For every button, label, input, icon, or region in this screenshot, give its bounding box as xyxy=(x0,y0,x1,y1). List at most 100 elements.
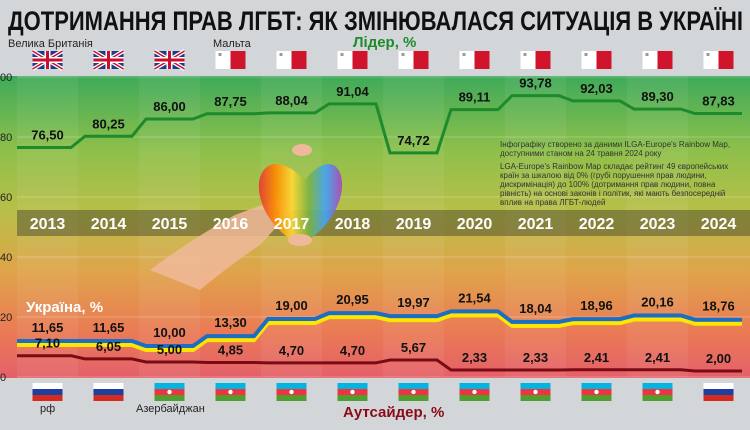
outsider-flag-azerbaijan-icon xyxy=(459,383,490,401)
outsider-data-label: 2,41 xyxy=(645,350,670,365)
flag-stripe xyxy=(398,383,429,389)
outsider-data-label: 2,41 xyxy=(584,350,609,365)
flag-stripe xyxy=(337,395,368,401)
flag-stripe xyxy=(642,383,673,389)
outsider-data-label: 2,00 xyxy=(706,351,731,366)
column-stripe xyxy=(383,76,444,377)
leader-legend: Лідер, % xyxy=(353,34,417,51)
flag-crescent xyxy=(594,389,599,395)
ukraine-data-label: 20,16 xyxy=(641,295,674,310)
leader-data-label: 87,75 xyxy=(214,94,247,109)
column-stripe xyxy=(17,76,78,377)
outsider-data-label: 4,70 xyxy=(340,343,365,358)
flag-cross-emblem xyxy=(706,53,710,56)
flag-stripe xyxy=(154,395,185,401)
y-tick-label: 80 xyxy=(0,132,12,144)
leader-data-label: 89,30 xyxy=(641,89,674,104)
flag-red xyxy=(535,51,551,69)
outsider-data-label: 6,05 xyxy=(96,339,121,354)
outsider-flag-azerbaijan-icon xyxy=(642,383,673,401)
flag-red xyxy=(352,51,368,69)
country-label-azerbaijan: Азербайджан xyxy=(136,403,205,415)
x-tick-label: 2017 xyxy=(274,216,310,233)
outsider-data-label: 7,10 xyxy=(35,336,60,351)
year-band xyxy=(17,210,750,236)
flag-crescent xyxy=(533,389,538,395)
flag-white xyxy=(642,51,658,69)
y-tick-label: 0 xyxy=(0,372,6,384)
x-tick-label: 2016 xyxy=(213,216,249,233)
leader-flag-uk-icon xyxy=(31,49,64,71)
flag-cross-red xyxy=(93,51,124,69)
flag-white xyxy=(459,51,475,69)
leader-flag-malta-icon xyxy=(642,51,673,69)
flag-crescent xyxy=(289,389,294,395)
outsider-legend: Аутсайдер, % xyxy=(343,404,445,421)
flag-stripe xyxy=(459,383,490,389)
outsider-data-label: 5,00 xyxy=(157,342,182,357)
flag-white xyxy=(520,51,536,69)
leader-flag-malta-icon xyxy=(215,51,246,69)
flag-red xyxy=(291,51,307,69)
flag-stripe xyxy=(337,383,368,389)
flag-stripe xyxy=(93,389,124,395)
flag-stripe xyxy=(703,383,734,389)
flag-cross-red xyxy=(32,51,63,69)
leader-flag-malta-icon xyxy=(337,51,368,69)
outsider-line xyxy=(17,354,742,373)
flag-cross-emblem xyxy=(218,53,222,56)
x-tick-label: 2019 xyxy=(396,216,432,233)
leader-data-label: 74,72 xyxy=(397,133,430,148)
method-note: LGA-Europe's Rainbow Map складає рейтинг… xyxy=(500,162,729,207)
flag-white xyxy=(398,51,414,69)
y-tick-label: 60 xyxy=(0,192,12,204)
flag-stripe xyxy=(642,395,673,401)
country-label-malta: Мальта xyxy=(213,38,251,50)
outsider-data-label: 2,33 xyxy=(462,350,487,365)
x-tick-label: 2015 xyxy=(152,216,188,233)
flag-stripe xyxy=(276,383,307,389)
x-tick-label: 2020 xyxy=(457,216,493,233)
flag-crescent xyxy=(350,389,355,395)
outsider-data-label: 4,70 xyxy=(279,343,304,358)
x-tick-label: 2023 xyxy=(640,216,676,233)
flag-red xyxy=(474,51,490,69)
leader-data-label: 89,11 xyxy=(459,90,491,105)
flag-stripe xyxy=(93,395,124,401)
page-title: ДОТРИМАННЯ ПРАВ ЛГБТ: ЯК ЗМІНЮВАЛАСЯ СИТ… xyxy=(8,6,743,36)
flag-cross-emblem xyxy=(462,53,466,56)
ukraine-data-label: 19,97 xyxy=(397,295,430,310)
leader-data-label: 92,03 xyxy=(580,81,613,96)
outsider-flag-azerbaijan-icon xyxy=(154,383,185,401)
flag-red xyxy=(657,51,673,69)
flag-stripe xyxy=(154,383,185,389)
flag-red xyxy=(413,51,429,69)
x-tick-label: 2013 xyxy=(30,216,66,233)
x-tick-label: 2021 xyxy=(518,216,554,233)
x-tick-label: 2018 xyxy=(335,216,371,233)
source-note: Інфографіку створено за даними ILGA-Euro… xyxy=(500,140,731,158)
flag-crescent xyxy=(472,389,477,395)
leader-data-label: 93,78 xyxy=(519,76,552,91)
ukraine-data-label: 11,65 xyxy=(32,320,64,335)
outsider-flag-azerbaijan-icon xyxy=(337,383,368,401)
leader-flag-malta-icon xyxy=(459,51,490,69)
flag-stripe xyxy=(398,395,429,401)
outsider-data-label: 4,85 xyxy=(218,342,243,357)
flag-cross-emblem xyxy=(523,53,527,56)
flag-stripe xyxy=(32,389,63,395)
country-label-uk: Велика Британія xyxy=(8,38,93,50)
flag-crescent xyxy=(655,389,660,395)
ukraine-data-label: 18,04 xyxy=(519,301,552,316)
flag-cross-red xyxy=(154,51,185,69)
flag-stripe xyxy=(93,383,124,389)
flag-cross-emblem xyxy=(279,53,283,56)
flag-red xyxy=(230,51,246,69)
flag-stripe xyxy=(703,389,734,395)
leader-data-label: 86,00 xyxy=(153,99,186,114)
ukraine-data-label: 11,65 xyxy=(93,320,125,335)
x-tick-label: 2024 xyxy=(701,216,737,233)
flag-cross-emblem xyxy=(401,53,405,56)
flag-cross-emblem xyxy=(340,53,344,56)
